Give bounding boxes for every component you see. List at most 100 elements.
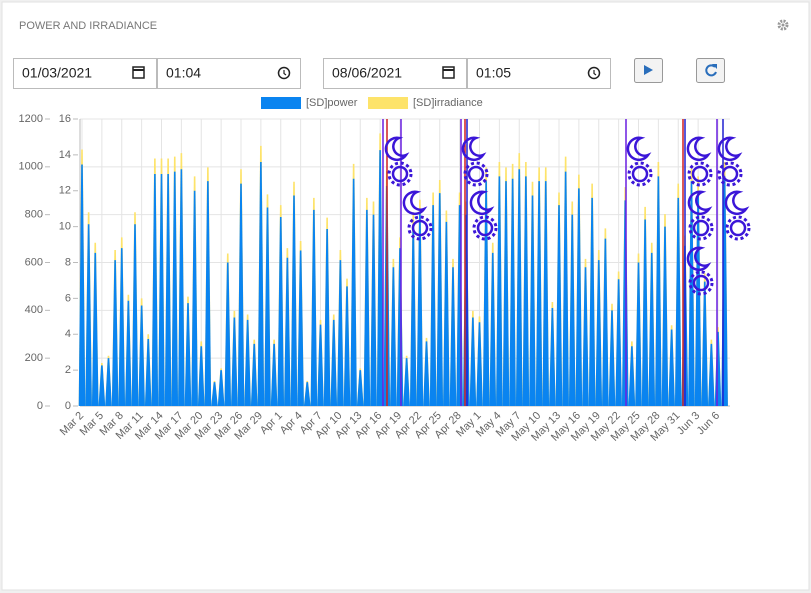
y2-tick-label: 14 <box>59 149 71 161</box>
end-time: 01:05 <box>476 65 511 81</box>
refresh-button[interactable] <box>696 58 725 83</box>
power-spike <box>91 252 99 406</box>
power-spike <box>78 164 86 406</box>
legend-label: [SD]power <box>306 97 358 109</box>
power-spike <box>290 195 298 406</box>
power-spike <box>118 248 126 406</box>
y2-tick-label: 6 <box>65 292 71 304</box>
sun-icon <box>631 165 649 183</box>
power-spike <box>337 260 344 406</box>
sun-rays <box>725 215 751 241</box>
power-spike <box>164 174 172 406</box>
sun-icon <box>692 274 710 292</box>
y-tick-label: 1200 <box>19 113 43 125</box>
power-spike <box>125 300 132 406</box>
moon-icon <box>626 136 652 162</box>
power-spike <box>436 193 444 406</box>
y-tick-label: 0 <box>37 400 43 412</box>
power-spike <box>555 205 563 406</box>
legend-swatch <box>261 97 301 109</box>
y2-tick-label: 8 <box>65 256 71 268</box>
sun-rays <box>463 161 489 187</box>
power-spike <box>250 343 258 406</box>
end-time-input[interactable]: 01:05 <box>467 58 611 89</box>
sun-rays <box>717 161 743 187</box>
y2-tick-label: 4 <box>65 328 71 340</box>
power-spike <box>284 257 291 406</box>
power-spike <box>257 162 265 406</box>
y-tick-label: 800 <box>25 209 43 221</box>
start-time: 01:04 <box>166 65 201 81</box>
power-spike <box>244 319 251 406</box>
power-spike <box>237 183 245 406</box>
power-spike <box>443 221 450 406</box>
power-spike <box>105 358 112 406</box>
power-spike <box>549 307 556 406</box>
power-spike <box>562 171 569 406</box>
y2-tick-label: 16 <box>59 113 71 125</box>
sun-icon <box>411 219 429 237</box>
sun-icon <box>692 219 710 237</box>
power-spike <box>602 238 609 406</box>
moon-icon <box>461 136 487 162</box>
power-spike <box>85 224 92 406</box>
power-spike <box>701 281 709 406</box>
end-date-input[interactable]: 08/06/2021 <box>323 58 467 89</box>
sun-rays <box>387 161 413 187</box>
play-button[interactable] <box>634 58 663 83</box>
power-spike <box>231 317 238 406</box>
power-spike <box>323 229 331 406</box>
power-spike <box>655 176 662 406</box>
power-spike <box>317 324 324 406</box>
power-spike <box>674 197 682 406</box>
power-spike <box>588 197 596 406</box>
power-spike <box>144 339 152 406</box>
end-date: 08/06/2021 <box>332 65 402 81</box>
y-tick-label: 400 <box>25 304 43 316</box>
power-spike <box>502 181 510 406</box>
moon-icon <box>717 136 743 162</box>
power-spike <box>390 267 397 406</box>
power-spike <box>330 319 338 406</box>
legend-swatch <box>368 97 408 109</box>
power-spike <box>628 346 636 406</box>
sun-icon <box>476 219 494 237</box>
sun-icon <box>467 165 485 183</box>
power-spike <box>151 174 159 406</box>
start-time-input[interactable]: 01:04 <box>157 58 301 89</box>
power-spike <box>476 322 483 406</box>
legend-label: [SD]irradiance <box>413 97 483 109</box>
y2-tick-label: 10 <box>59 221 71 233</box>
power-spike <box>429 205 437 406</box>
power-spike <box>376 150 384 406</box>
settings-icon[interactable] <box>777 19 789 31</box>
widget-title: POWER AND IRRADIANCE <box>19 20 157 32</box>
power-spike <box>535 181 543 406</box>
power-spike <box>303 382 311 406</box>
sun-icon <box>691 165 709 183</box>
power-spike <box>595 260 603 406</box>
power-spike <box>158 174 165 406</box>
moon-icon <box>686 136 712 162</box>
power-spike <box>688 181 695 406</box>
power-spike <box>363 209 371 406</box>
power-spike <box>350 178 357 406</box>
power-spike <box>270 343 278 406</box>
power-spike <box>529 195 536 406</box>
moon-icon <box>469 190 495 216</box>
power-spike <box>403 358 410 406</box>
power-spike <box>171 171 179 406</box>
y-tick-label: 600 <box>25 256 43 268</box>
sun-rays <box>688 270 714 296</box>
start-date-input[interactable]: 01/03/2021 <box>13 58 157 89</box>
y2-tick-label: 0 <box>65 400 71 412</box>
power-spike <box>138 305 145 406</box>
power-spike <box>482 181 490 406</box>
power-spike <box>668 329 675 406</box>
sun-icon <box>721 165 739 183</box>
power-spike <box>264 207 271 406</box>
power-spike <box>416 212 424 406</box>
power-spike <box>661 226 669 406</box>
power-spike <box>635 262 642 406</box>
